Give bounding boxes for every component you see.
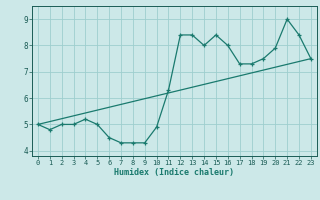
X-axis label: Humidex (Indice chaleur): Humidex (Indice chaleur)	[115, 168, 234, 177]
